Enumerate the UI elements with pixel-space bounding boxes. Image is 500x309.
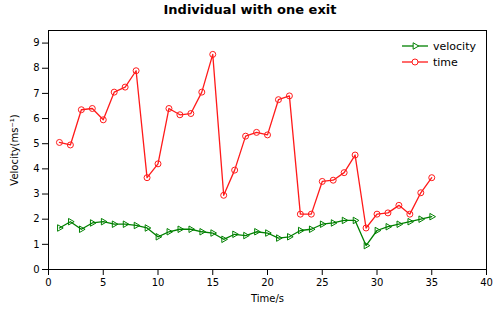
svg-text:0: 0 <box>33 264 39 275</box>
svg-text:25: 25 <box>316 277 329 288</box>
svg-text:3: 3 <box>33 188 39 199</box>
svg-text:30: 30 <box>371 277 384 288</box>
svg-text:2: 2 <box>33 213 39 224</box>
svg-text:1: 1 <box>33 239 39 250</box>
svg-text:10: 10 <box>152 277 165 288</box>
svg-text:9: 9 <box>33 37 39 48</box>
svg-text:Velocity(ms⁻¹): Velocity(ms⁻¹) <box>9 114 20 185</box>
svg-text:8: 8 <box>33 62 39 73</box>
svg-text:35: 35 <box>425 277 438 288</box>
svg-text:0: 0 <box>45 277 51 288</box>
svg-text:15: 15 <box>206 277 219 288</box>
svg-text:20: 20 <box>261 277 274 288</box>
svg-text:40: 40 <box>480 277 493 288</box>
svg-text:5: 5 <box>100 277 106 288</box>
svg-text:7: 7 <box>33 88 39 99</box>
html-text:Individual with one exit: Individual with one exit <box>163 2 337 17</box>
svg-text:4: 4 <box>33 163 39 174</box>
svg-text:5: 5 <box>33 138 39 149</box>
html-text:time: time <box>433 55 458 69</box>
svg-text:6: 6 <box>33 113 39 124</box>
html-text:velocity: velocity <box>433 39 476 53</box>
svg-text:Time/s: Time/s <box>250 293 284 304</box>
